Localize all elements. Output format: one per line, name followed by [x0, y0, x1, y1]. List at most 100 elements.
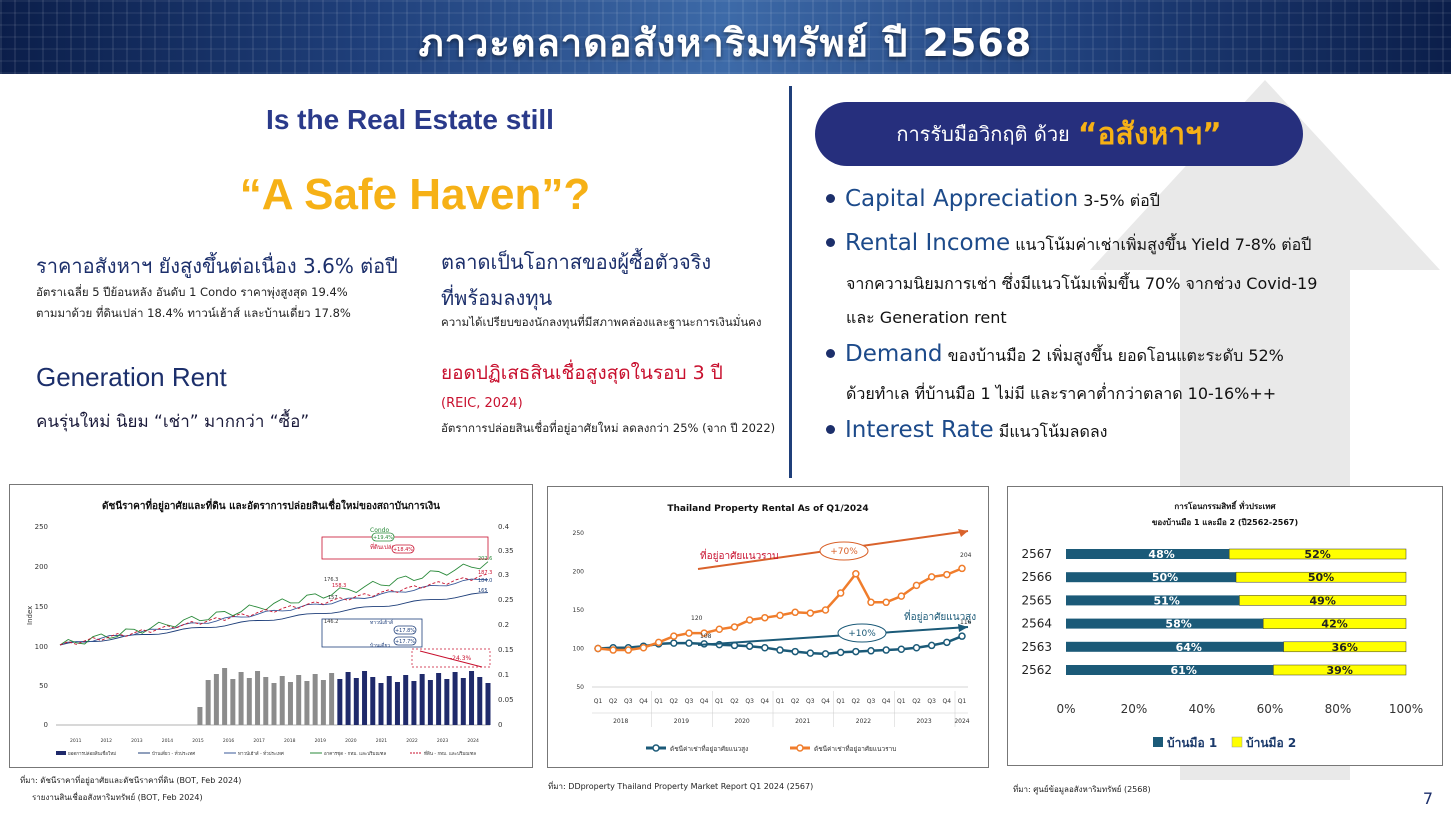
c2-point	[867, 598, 875, 607]
bullet-interest: Interest Rate มีแนวโน้มลดลง	[826, 415, 1107, 447]
c2-point	[776, 611, 784, 620]
c1-drop-arrow-icon	[419, 650, 483, 668]
c1-th-pct: +17.8%	[395, 628, 415, 634]
c3-label-hand2: 36%	[1332, 641, 1358, 654]
c1-rtick: 0.2	[498, 621, 509, 629]
c2-ytick: 200	[573, 569, 585, 576]
c1-bar	[477, 677, 483, 725]
bullet-text: 3-5% ต่อปี	[1078, 191, 1160, 210]
c2-xtick: Q3	[867, 698, 876, 705]
chart2-title: Thailand Property Rental As of Q1/2024	[667, 504, 868, 514]
c2-plot	[594, 564, 966, 658]
c2-xtick: Q3	[745, 698, 754, 705]
c1-rtick: 0.35	[498, 547, 514, 555]
c1-legend-item: บ้านเดี่ยว - ทั่วประเทศ	[152, 750, 195, 757]
c2-point	[943, 638, 951, 647]
c3-bar-hand1	[1066, 595, 1240, 606]
pill-text: การรับมือวิกฤติ ด้วย	[896, 122, 1070, 146]
c2-point	[715, 625, 724, 633]
c2-point	[745, 642, 754, 650]
c1-ytick: 250	[35, 523, 48, 531]
c1-land-pct: +18.4%	[393, 547, 413, 553]
c3-category: 2565	[1021, 593, 1052, 607]
crisis-pill: การรับมือวิกฤติ ด้วย “อสังหาฯ”	[815, 102, 1303, 166]
c2-vertical-label: ที่อยู่อาศัยแนวสูง	[904, 609, 976, 623]
c1-condo-label: Condo	[370, 527, 389, 534]
c1-bar	[427, 680, 433, 725]
c1-sh-label: บ้านเดี่ยว	[370, 642, 390, 649]
c1-year-label: 2024	[467, 738, 479, 744]
c1-land-pill	[391, 544, 415, 554]
c1-v4: 165	[478, 588, 488, 594]
c3-legend-item: บ้านมือ 2	[1246, 736, 1296, 750]
c1-bar	[469, 671, 475, 725]
c1-rtick: 0.3	[498, 571, 509, 579]
c1-legend-item: ยอดการปล่อยสินเชื่อใหม่	[68, 750, 116, 757]
chart-price-index: ดัชนีราคาที่อยู่อาศัยและที่ดิน และอัตราก…	[9, 484, 533, 768]
c1-bar	[197, 707, 203, 725]
c1-rtick: 0.15	[498, 646, 514, 654]
c1-year-label: 2020	[345, 738, 357, 744]
opportunity-heading-2: ที่พร้อมลงทุน	[441, 286, 553, 310]
c2-point	[670, 632, 678, 640]
bullet-dot-icon	[826, 238, 835, 247]
c2-xtick: Q2	[670, 698, 679, 705]
c1-annot-box	[321, 536, 489, 560]
c1-year-label: 2018	[284, 738, 296, 744]
bullet-dot-icon	[826, 425, 835, 434]
chart2-source: ที่มา: DDproperty Thailand Property Mark…	[548, 782, 814, 791]
c2-legend: ดัชนีค่าเช่าที่อยู่อาศัยแนวสูง ดัชนีค่าเ…	[646, 744, 896, 753]
c3-bar-hand2	[1283, 641, 1407, 653]
c2-point	[882, 646, 890, 654]
chart-rental-index: Thailand Property Rental As of Q1/2024 2…	[547, 486, 989, 768]
c2-legend-item: ดัชนีค่าเช่าที่อยู่อาศัยแนวสูง	[670, 744, 748, 753]
bullet-keyword: Interest Rate	[845, 417, 994, 443]
c2-series-line-1	[597, 567, 963, 652]
c2-point	[867, 647, 875, 655]
c1-bar	[353, 678, 359, 725]
bullet-dot-icon	[826, 194, 835, 203]
c2-point	[776, 646, 784, 654]
c1-bar	[279, 676, 285, 725]
c1-bar	[345, 672, 351, 725]
c2-point	[806, 649, 815, 657]
c2-point	[761, 643, 769, 652]
c3-legend-item: บ้านมือ 1	[1167, 736, 1217, 750]
c2-xtick: Q4	[943, 698, 952, 705]
c2-point	[912, 643, 921, 652]
c1-bar	[452, 672, 458, 725]
c3-xtick: 20%	[1121, 702, 1148, 716]
c2-arrowhead-icon	[958, 529, 968, 537]
c2-horizontal-badge	[819, 541, 869, 561]
page-number: 7	[1422, 789, 1433, 808]
c1-land-label: ที่ดินเปล่า	[370, 543, 395, 551]
rejection-line: อัตราการปล่อยสินเชื่อที่อยู่อาศัยใหม่ ลด…	[441, 421, 776, 435]
c3-legend-swatch	[1153, 737, 1163, 747]
c1-bar	[329, 673, 335, 725]
c2-legend-marker	[796, 744, 804, 752]
c1-bar	[246, 678, 252, 725]
c1-v2: 187.3	[478, 570, 492, 576]
c2-xtick: Q4	[639, 698, 648, 705]
c2-point	[670, 639, 678, 647]
rental-sub-1: จากความนิยมการเช่า ซึ่งมีแนวโน้มเพิ่มขึ้…	[846, 274, 1318, 293]
bullet-rental: Rental Income แนวโน้มค่าเช่าเพิ่มสูงขึ้น…	[826, 228, 1311, 260]
c1-line-land	[59, 573, 489, 646]
c1-ytick: 100	[35, 643, 48, 651]
c1-condo-pill	[371, 532, 395, 542]
c1-sh-pct: +17.7%	[395, 639, 415, 645]
c1-ytick: 200	[35, 563, 48, 571]
c1-bar	[411, 681, 417, 725]
c3-label-hand2: 49%	[1310, 594, 1336, 607]
c2-point	[791, 608, 799, 617]
c2-arrow-right-icon	[697, 626, 969, 646]
c2-point	[958, 632, 966, 640]
c2-point	[943, 570, 951, 579]
c2-point	[594, 644, 602, 653]
price-heading: ราคาอสังหาฯ ยังสูงขึ้นต่อเนื่อง 3.6% ต่อ…	[36, 254, 398, 278]
c1-bar	[362, 671, 368, 725]
rejection-source: (REIC, 2024)	[441, 396, 523, 411]
c3-xtick: 80%	[1325, 702, 1352, 716]
c2-ytick: 100	[573, 646, 585, 653]
c3-bar-hand2	[1273, 664, 1407, 676]
